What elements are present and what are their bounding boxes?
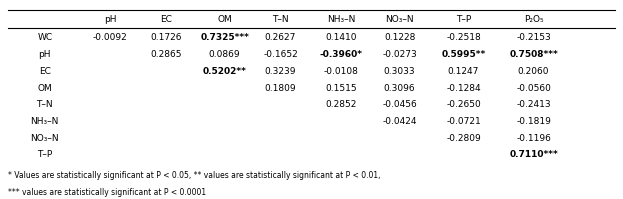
- Text: -0.2413: -0.2413: [516, 100, 551, 109]
- Text: 0.3096: 0.3096: [384, 84, 416, 93]
- Text: 0.2852: 0.2852: [326, 100, 357, 109]
- Text: 0.2865: 0.2865: [150, 50, 181, 59]
- Text: 0.1515: 0.1515: [325, 84, 357, 93]
- Text: 0.7110***: 0.7110***: [509, 150, 558, 159]
- Text: -0.0092: -0.0092: [93, 33, 127, 42]
- Text: -0.2650: -0.2650: [446, 100, 481, 109]
- Text: T–N: T–N: [272, 15, 289, 24]
- Text: OM: OM: [37, 84, 52, 93]
- Text: T–P: T–P: [456, 15, 471, 24]
- Text: * Values are statistically significant at P < 0.05, ** values are statistically : * Values are statistically significant a…: [7, 171, 380, 180]
- Text: T–P: T–P: [37, 150, 52, 159]
- Text: pH: pH: [39, 50, 51, 59]
- Text: NO₃–N: NO₃–N: [385, 15, 414, 24]
- Text: -0.1196: -0.1196: [516, 134, 551, 143]
- Text: -0.0108: -0.0108: [324, 67, 359, 76]
- Text: 0.1247: 0.1247: [448, 67, 479, 76]
- Text: 0.7508***: 0.7508***: [509, 50, 558, 59]
- Text: -0.1284: -0.1284: [446, 84, 481, 93]
- Text: -0.2153: -0.2153: [516, 33, 551, 42]
- Text: -0.3960*: -0.3960*: [320, 50, 363, 59]
- Text: NO₃–N: NO₃–N: [31, 134, 59, 143]
- Text: -0.0560: -0.0560: [516, 84, 551, 93]
- Text: 0.1809: 0.1809: [265, 84, 297, 93]
- Text: 0.5995**: 0.5995**: [441, 50, 485, 59]
- Text: *** values are statistically significant at P < 0.0001: *** values are statistically significant…: [7, 188, 206, 197]
- Text: 0.1726: 0.1726: [150, 33, 181, 42]
- Text: 0.5202**: 0.5202**: [202, 67, 247, 76]
- Text: pH: pH: [103, 15, 116, 24]
- Text: 0.1228: 0.1228: [384, 33, 416, 42]
- Text: 0.2627: 0.2627: [265, 33, 296, 42]
- Text: 0.3033: 0.3033: [384, 67, 416, 76]
- Text: T–N: T–N: [37, 100, 53, 109]
- Text: EC: EC: [160, 15, 172, 24]
- Text: OM: OM: [217, 15, 232, 24]
- Text: 0.0869: 0.0869: [209, 50, 240, 59]
- Text: 0.1410: 0.1410: [326, 33, 357, 42]
- Text: 0.7325***: 0.7325***: [200, 33, 249, 42]
- Text: NH₃–N: NH₃–N: [327, 15, 356, 24]
- Text: -0.2518: -0.2518: [446, 33, 481, 42]
- Text: -0.0721: -0.0721: [446, 117, 481, 126]
- Text: -0.2809: -0.2809: [446, 134, 481, 143]
- Text: NH₃–N: NH₃–N: [31, 117, 59, 126]
- Text: EC: EC: [39, 67, 50, 76]
- Text: WC: WC: [37, 33, 52, 42]
- Text: -0.0273: -0.0273: [382, 50, 417, 59]
- Text: 0.2060: 0.2060: [518, 67, 549, 76]
- Text: -0.1652: -0.1652: [263, 50, 298, 59]
- Text: 0.3239: 0.3239: [265, 67, 297, 76]
- Text: -0.1819: -0.1819: [516, 117, 551, 126]
- Text: -0.0456: -0.0456: [382, 100, 417, 109]
- Text: -0.0424: -0.0424: [383, 117, 417, 126]
- Text: P₂O₅: P₂O₅: [524, 15, 543, 24]
